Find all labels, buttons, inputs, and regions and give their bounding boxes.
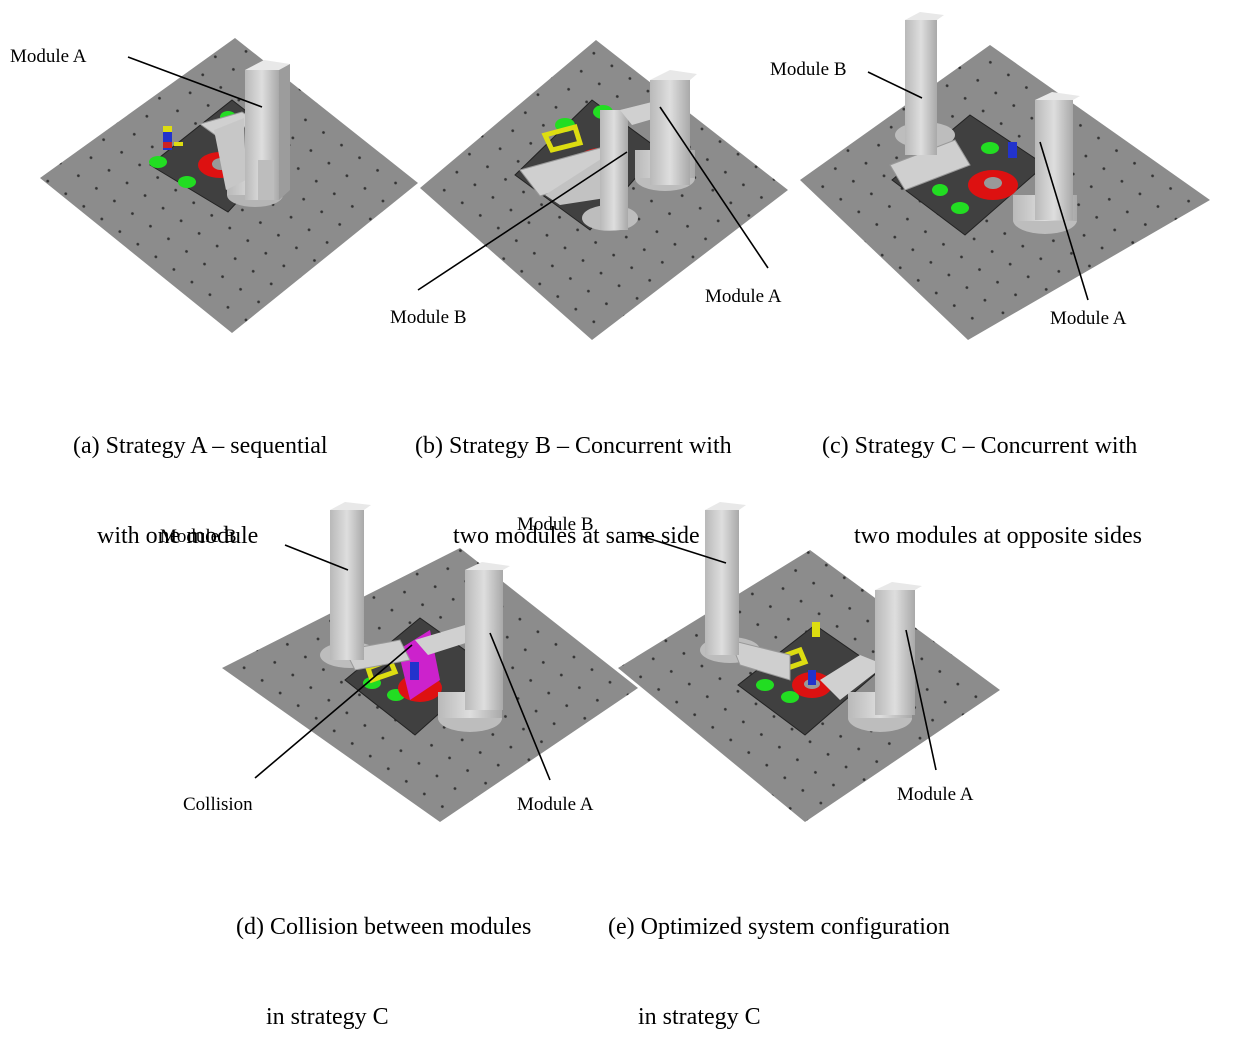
figure-canvas: Module A Module B Module A Module B Modu… — [10, 12, 1210, 822]
caption-line: two modules at same side — [453, 523, 700, 549]
caption-line: (c) Strategy C – Concurrent with — [822, 433, 1138, 459]
pick-tool — [163, 126, 183, 150]
caption-line: (d) Collision between modules — [236, 914, 532, 940]
label-module-a: Module A — [1050, 308, 1127, 329]
robot-module-a — [620, 70, 697, 191]
panel-c-scene — [800, 12, 1210, 340]
label-module-a: Module A — [897, 784, 974, 805]
caption-panel-d: (d) Collision between modules in strateg… — [236, 852, 531, 1062]
label-module-a: Module A — [517, 794, 594, 815]
panel-b-scene — [420, 40, 788, 340]
caption-panel-e: (e) Optimized system configuration in st… — [608, 852, 950, 1062]
label-module-b: Module B — [390, 307, 467, 328]
caption-line: (e) Optimized system configuration — [608, 914, 950, 940]
caption-line: in strategy C — [638, 1004, 761, 1030]
panel-e-scene — [618, 502, 1000, 822]
caption-line: (a) Strategy A – sequential — [73, 433, 328, 459]
panel-a-scene — [40, 38, 418, 333]
robot-module-b — [889, 12, 971, 191]
robot-module-a — [820, 582, 922, 732]
leader-lines — [127, 56, 1089, 781]
robot-module-b — [519, 110, 638, 231]
robot-module-a — [198, 60, 290, 207]
label-module-a: Module A — [10, 46, 87, 67]
robot-module-a — [415, 562, 510, 732]
caption-panel-b: (b) Strategy B – Concurrent with two mod… — [415, 371, 732, 581]
robot-module-b — [320, 502, 411, 671]
robot-module-a — [1013, 92, 1080, 234]
caption-line: in strategy C — [266, 1004, 389, 1030]
robot-module-b — [700, 502, 791, 681]
label-module-b: Module B — [160, 526, 237, 547]
label-module-a: Module A — [705, 286, 782, 307]
label-collision: Collision — [183, 794, 253, 815]
label-module-b: Module B — [770, 59, 847, 80]
caption-line: with one module — [97, 523, 259, 549]
label-module-b: Module B — [517, 514, 594, 535]
caption-panel-a: (a) Strategy A – sequential with one mod… — [73, 371, 328, 581]
caption-line: (b) Strategy B – Concurrent with — [415, 433, 732, 459]
panel-d-scene — [222, 502, 638, 822]
caption-line: two modules at opposite sides — [854, 523, 1142, 549]
caption-panel-c: (c) Strategy C – Concurrent with two mod… — [822, 371, 1142, 581]
green-feeder-pad — [149, 156, 167, 168]
